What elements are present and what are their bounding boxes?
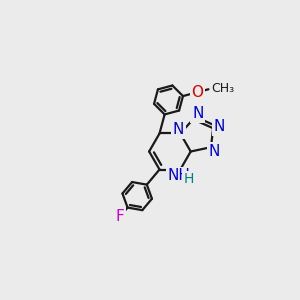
- Text: NH: NH: [168, 169, 190, 184]
- Text: N: N: [209, 144, 220, 159]
- Text: N: N: [192, 106, 203, 122]
- Text: CH₃: CH₃: [211, 82, 234, 94]
- Text: O: O: [191, 85, 203, 100]
- Text: N: N: [214, 119, 225, 134]
- Text: H: H: [184, 172, 194, 186]
- Text: N: N: [173, 122, 184, 137]
- Text: F: F: [116, 209, 124, 224]
